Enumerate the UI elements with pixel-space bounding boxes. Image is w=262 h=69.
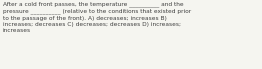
Text: After a cold front passes, the temperature __________ and the
pressure _________: After a cold front passes, the temperatu… [3, 1, 191, 33]
